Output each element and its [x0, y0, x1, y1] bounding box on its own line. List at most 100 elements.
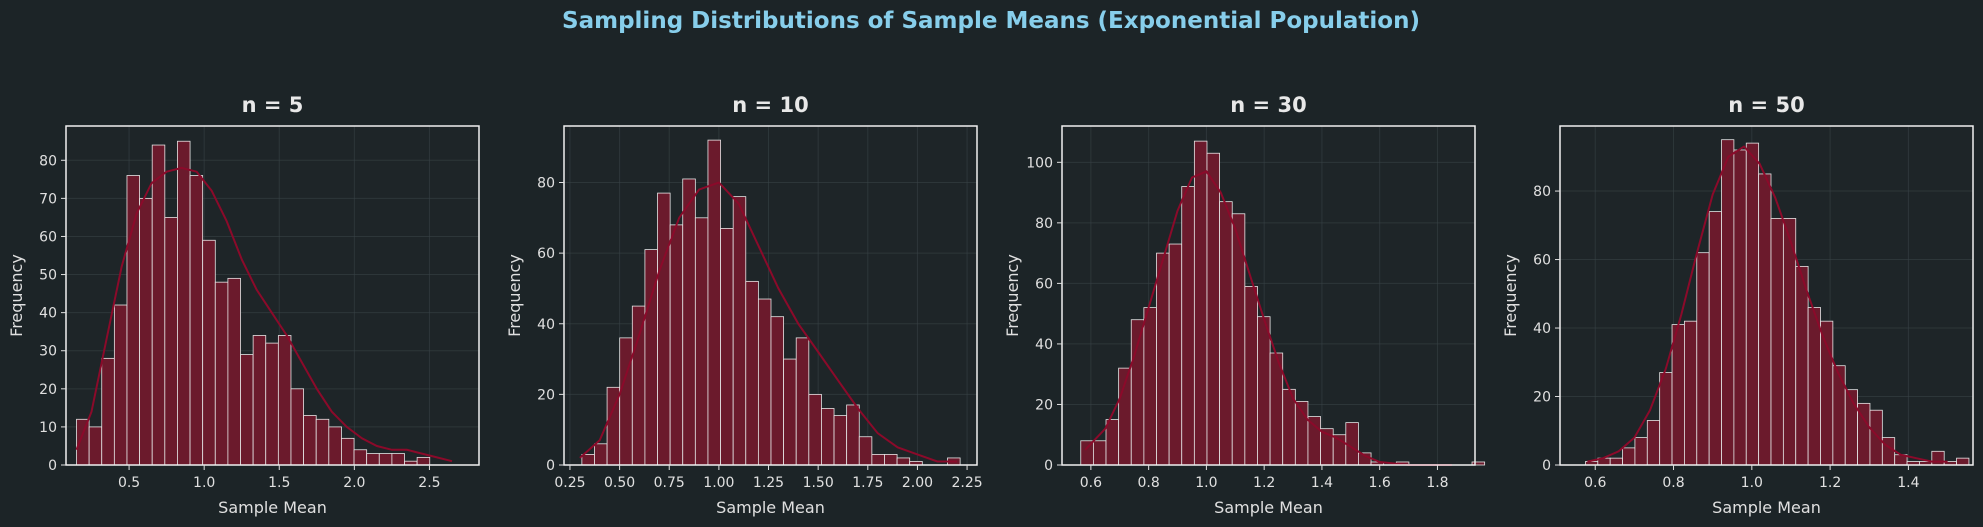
kde-curve: [1084, 170, 1452, 466]
histogram-bar: [202, 239, 216, 466]
y-axis-label: Frequency: [7, 254, 26, 337]
y-tick-label: 80: [39, 153, 57, 169]
histogram-bar: [1307, 416, 1321, 466]
histogram-bar: [1092, 440, 1107, 466]
histogram-bar: [732, 196, 747, 466]
y-tick-label: 40: [39, 306, 57, 322]
y-tick-label: 60: [537, 246, 555, 262]
y-tick-label: 40: [537, 317, 555, 333]
histogram-bar: [833, 415, 848, 466]
histogram-bar: [884, 454, 898, 466]
histogram-bar: [328, 426, 342, 466]
histogram-bar: [1105, 419, 1120, 466]
x-tick-label: 0.25: [554, 475, 585, 491]
histogram-bar: [366, 453, 380, 466]
x-tick-label: 0.8: [1138, 475, 1160, 491]
histogram-bar: [303, 415, 317, 466]
histogram-bar: [189, 175, 204, 466]
x-axis-label: Sample Mean: [1712, 498, 1821, 517]
histogram-bar: [858, 436, 873, 466]
x-tick-label: 1.2: [1253, 475, 1275, 491]
y-tick-label: 40: [1035, 337, 1053, 353]
histogram-bar: [682, 178, 696, 466]
histogram-bar: [1206, 152, 1221, 466]
histogram-bar: [745, 280, 759, 466]
x-tick-label: 0.75: [654, 475, 685, 491]
histogram-bar: [1244, 286, 1258, 466]
panel-4: 0.6 0.8 1.0 1.2 1.4 0 20 40 60 80 n = 50 Sample Mea…: [1501, 93, 1974, 517]
y-tick-label: 50: [39, 268, 57, 284]
histogram-bar: [1646, 420, 1661, 466]
histogram-bar: [1471, 461, 1486, 466]
x-tick-label: 0.6: [1080, 475, 1102, 491]
x-tick-label: 0.6: [1584, 475, 1606, 491]
histogram-bar: [1733, 149, 1747, 466]
x-tick-label: 1.6: [1369, 475, 1391, 491]
panel-3: 0.6 0.8 1.0 1.2 1.4 1.6 1.8 0 20 40 60 80 100 n = 30 S…: [1003, 93, 1486, 517]
histogram-bar: [290, 388, 304, 466]
y-tick-label: 20: [1035, 397, 1053, 413]
histogram-bar: [669, 224, 684, 466]
axes-frame: [1061, 125, 1476, 466]
y-tick-label: 80: [537, 176, 555, 192]
histogram-bar: [1622, 447, 1636, 466]
histogram-bar: [1758, 173, 1772, 466]
histogram-bar: [101, 357, 115, 466]
panel-2: 0.25 0.50 0.75 1.00 1.25 1.50 1.75 2.00 2.25 0 20 4…: [505, 93, 983, 517]
histogram-bar: [1671, 324, 1685, 466]
histogram-bar: [619, 337, 633, 466]
histogram-bar: [416, 456, 431, 466]
x-tick-label: 0.50: [604, 475, 635, 491]
histogram-bar: [1143, 307, 1157, 466]
panel-title: n = 30: [1230, 93, 1306, 117]
histogram-bar: [277, 335, 292, 466]
histogram-bar: [341, 437, 355, 466]
panel-1: 0.5 1.0 1.5 2.0 2.5 0 10 20 30 40 50 60 70 80 n = 5 Sam…: [7, 93, 480, 517]
x-tick-label: 2.00: [902, 475, 933, 491]
x-tick-label: 0.8: [1662, 475, 1684, 491]
x-axis-label: Sample Mean: [1214, 498, 1323, 517]
histogram-bar: [896, 457, 911, 466]
histogram-bar: [151, 144, 166, 466]
histogram-bar: [391, 453, 405, 466]
panel-title: n = 10: [732, 93, 808, 117]
histogram-bar: [126, 175, 140, 466]
histogram-bar: [821, 408, 835, 466]
axes-frame: [1559, 125, 1974, 466]
histogram-bar: [720, 228, 734, 466]
histogram-bar: [846, 404, 860, 466]
x-tick-label: 1.0: [193, 475, 215, 491]
x-tick-label: 0.5: [118, 475, 140, 491]
x-tick-label: 1.00: [703, 475, 734, 491]
histogram-bar: [1795, 265, 1809, 466]
histogram-bar: [707, 139, 721, 466]
y-tick-label: 0: [546, 458, 555, 474]
histogram-bar: [1684, 320, 1698, 466]
histogram-bar: [240, 354, 254, 466]
y-tick-label: 0: [48, 458, 57, 474]
histogram-bar: [164, 217, 178, 466]
histogram-bar: [378, 453, 393, 466]
kde-curve: [579, 181, 958, 463]
histogram-bar: [1770, 218, 1784, 466]
x-tick-label: 1.50: [803, 475, 834, 491]
histogram-bar: [694, 217, 709, 466]
histogram-bar: [315, 418, 330, 466]
y-tick-label: 20: [39, 382, 57, 398]
y-tick-label: 100: [1026, 155, 1053, 171]
y-axis-label: Frequency: [1501, 254, 1520, 337]
histogram-bar: [757, 298, 772, 466]
histogram-bar: [770, 316, 785, 466]
y-tick-label: 60: [1035, 276, 1053, 292]
y-tick-label: 80: [1035, 216, 1053, 232]
histogram-bar: [1820, 320, 1834, 466]
histogram-bar: [1696, 252, 1710, 466]
y-tick-label: 20: [1533, 390, 1551, 406]
y-axis-label: Frequency: [505, 254, 524, 337]
histogram-bar: [795, 337, 810, 466]
axes-frame: [563, 125, 978, 466]
histogram-bar: [1832, 365, 1846, 466]
histogram-bar: [76, 418, 90, 466]
histogram-bar: [88, 426, 103, 466]
